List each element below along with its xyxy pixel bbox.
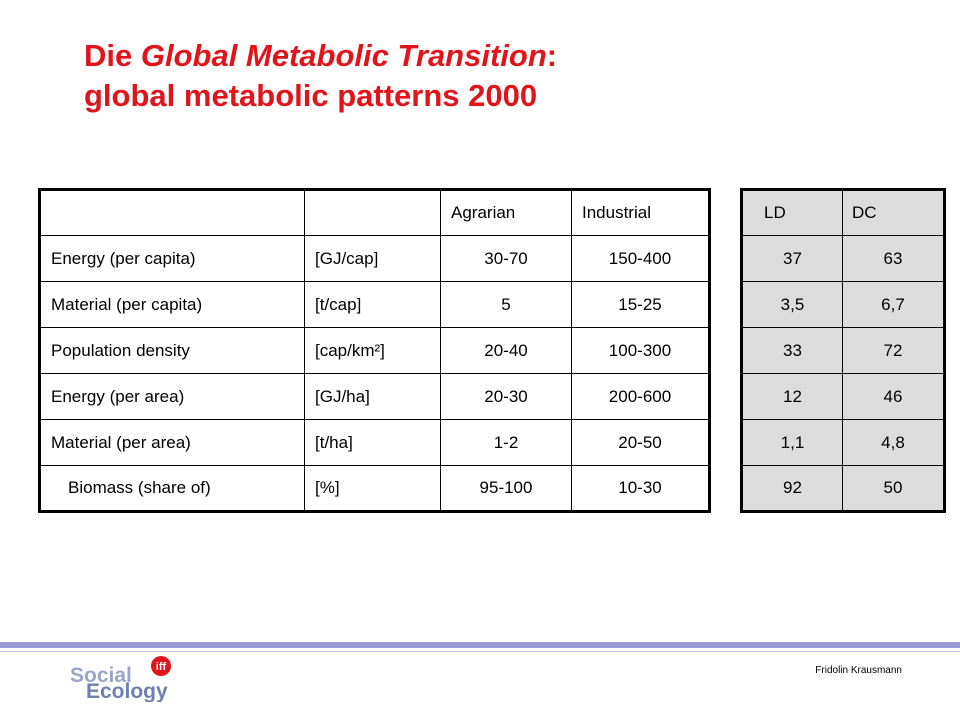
table-row: Material (per area) [t/ha] 1-2 20-50 xyxy=(39,419,710,466)
svg-text:Ecology: Ecology xyxy=(86,680,168,702)
table-row: 3,5 6,7 xyxy=(741,281,945,328)
header-cell-dc: DC xyxy=(842,189,945,236)
author-credit: Fridolin Krausmann xyxy=(815,665,902,676)
industrial-value: 150-400 xyxy=(571,235,710,282)
agrarian-value: 95-100 xyxy=(440,465,572,512)
dc-value: 50 xyxy=(842,465,945,512)
row-label: Material (per area) xyxy=(39,419,305,466)
row-unit: [GJ/cap] xyxy=(304,235,441,282)
ld-value: 33 xyxy=(741,327,843,374)
table-row: Material (per capita) [t/cap] 5 15-25 xyxy=(39,281,710,328)
industrial-value: 15-25 xyxy=(571,281,710,328)
table-row: Population density [cap/km²] 20-40 100-3… xyxy=(39,327,710,374)
agrarian-value: 30-70 xyxy=(440,235,572,282)
social-ecology-logo: iff Social Ecology xyxy=(68,654,178,707)
agrarian-value: 1-2 xyxy=(440,419,572,466)
svg-text:iff: iff xyxy=(156,661,167,673)
dc-value: 63 xyxy=(842,235,945,282)
table-row: Biomass (share of) [%] 95-100 10-30 xyxy=(39,465,710,512)
ld-value: 3,5 xyxy=(741,281,843,328)
title-suffix: : xyxy=(546,38,558,73)
row-unit: [t/cap] xyxy=(304,281,441,328)
dc-value: 46 xyxy=(842,373,945,420)
table-row: 33 72 xyxy=(741,327,945,374)
social-ecology-logo-icon: iff Social Ecology xyxy=(70,656,171,703)
table-row: Energy (per area) [GJ/ha] 20-30 200-600 xyxy=(39,373,710,420)
table-row: 37 63 xyxy=(741,235,945,282)
title-prefix: Die xyxy=(84,38,141,73)
table-header-row: Agrarian Industrial xyxy=(39,189,710,236)
agrarian-value: 20-30 xyxy=(440,373,572,420)
dc-value: 6,7 xyxy=(842,281,945,328)
table-row: 12 46 xyxy=(741,373,945,420)
dc-value: 72 xyxy=(842,327,945,374)
ld-value: 37 xyxy=(741,235,843,282)
title-italic: Global Metabolic Transition xyxy=(140,38,547,73)
ld-value: 1,1 xyxy=(741,419,843,466)
table-row: 1,1 4,8 xyxy=(741,419,945,466)
slide-title: Die Global Metabolic Transition: global … xyxy=(84,36,557,116)
header-cell-industrial: Industrial xyxy=(571,189,710,236)
row-label: Biomass (share of) xyxy=(39,465,305,512)
row-unit: [GJ/ha] xyxy=(304,373,441,420)
ld-value: 12 xyxy=(741,373,843,420)
header-cell-unit xyxy=(304,189,441,236)
ld-value: 92 xyxy=(741,465,843,512)
row-label: Energy (per area) xyxy=(39,373,305,420)
table-row: 92 50 xyxy=(741,465,945,512)
title-line-2: global metabolic patterns 2000 xyxy=(84,78,538,113)
ld-dc-table: LD DC 37 63 3,5 6,7 33 72 12 46 1,1 4,8 … xyxy=(740,188,946,513)
industrial-value: 20-50 xyxy=(571,419,710,466)
title-line-1: Die Global Metabolic Transition: xyxy=(84,36,557,76)
agrarian-value: 5 xyxy=(440,281,572,328)
row-label: Population density xyxy=(39,327,305,374)
dc-value: 4,8 xyxy=(842,419,945,466)
row-unit: [%] xyxy=(304,465,441,512)
industrial-value: 100-300 xyxy=(571,327,710,374)
row-unit: [t/ha] xyxy=(304,419,441,466)
row-label: Material (per capita) xyxy=(39,281,305,328)
header-cell-indicator xyxy=(39,189,305,236)
industrial-value: 200-600 xyxy=(571,373,710,420)
agrarian-value: 20-40 xyxy=(440,327,572,374)
footer-divider-thin xyxy=(0,651,960,652)
metabolic-patterns-table: Agrarian Industrial Energy (per capita) … xyxy=(38,188,711,513)
footer-divider xyxy=(0,642,960,648)
table-row: Energy (per capita) [GJ/cap] 30-70 150-4… xyxy=(39,235,710,282)
industrial-value: 10-30 xyxy=(571,465,710,512)
header-cell-ld: LD xyxy=(741,189,843,236)
row-unit: [cap/km²] xyxy=(304,327,441,374)
row-label: Energy (per capita) xyxy=(39,235,305,282)
svg-text:Social: Social xyxy=(70,664,132,687)
header-cell-agrarian: Agrarian xyxy=(440,189,572,236)
table-header-row: LD DC xyxy=(741,189,945,236)
